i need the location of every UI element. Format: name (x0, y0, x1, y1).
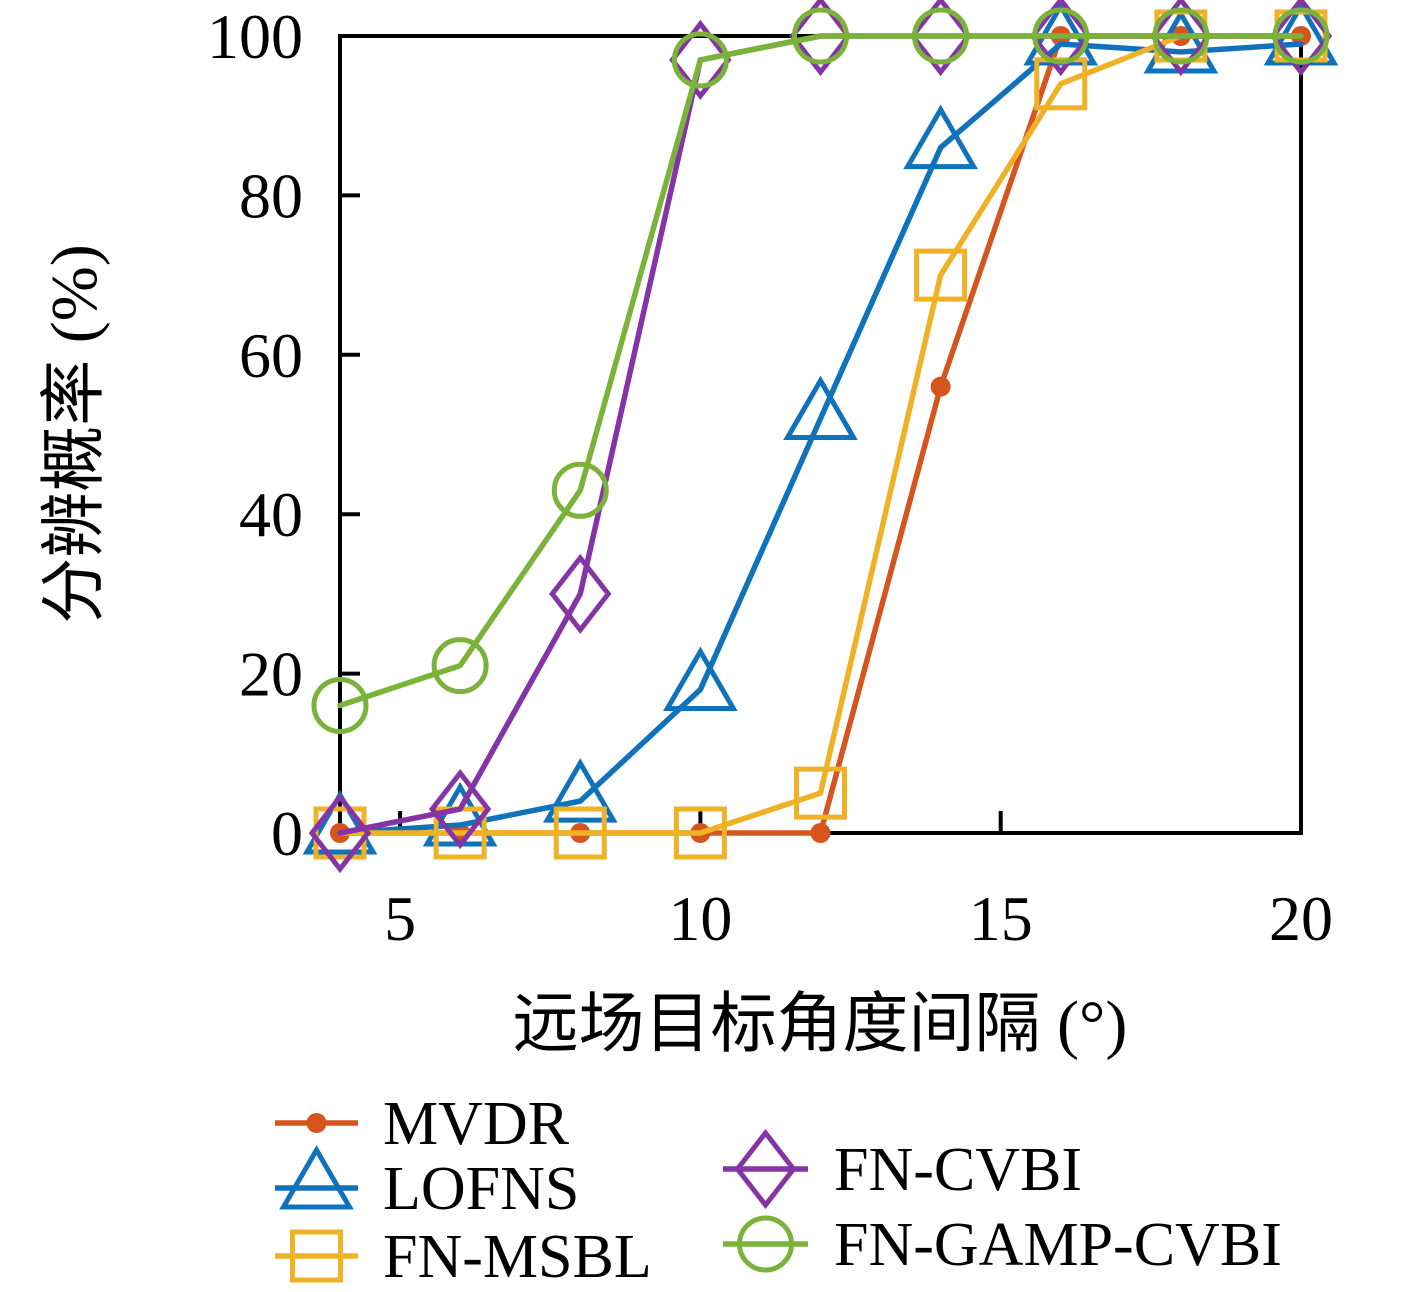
circle-marker (311, 676, 369, 734)
circle-marker (1152, 7, 1210, 65)
legend-label: LOFNS (383, 1155, 579, 1223)
diamond-marker (669, 19, 732, 100)
legend-label: MVDR (383, 1090, 570, 1158)
diamond-marker (909, 0, 972, 77)
series-line (337, 33, 1304, 709)
series-LOFNS (302, 0, 1339, 855)
legend-label: FN-MSBL (383, 1223, 652, 1291)
triangle-marker (783, 375, 858, 441)
legend-item: FN-MSBL (275, 1223, 652, 1291)
dot-marker (306, 1113, 327, 1133)
diamond-marker (734, 1128, 797, 1210)
legend-item: LOFNS (275, 1145, 579, 1223)
triangle-marker (302, 790, 378, 855)
square-marker (914, 248, 968, 302)
x-tick-label: 10 (668, 883, 732, 954)
series-MVDR (330, 26, 1311, 843)
diamond-marker (1029, 0, 1092, 77)
triangle-marker (279, 1145, 354, 1210)
legend-label: FN-CVBI (834, 1136, 1082, 1204)
square-marker (794, 766, 847, 820)
circle-marker (1272, 7, 1330, 65)
square-marker (313, 806, 367, 860)
y-tick-label: 80 (239, 160, 303, 231)
circle-marker (431, 637, 489, 695)
square-marker (553, 806, 607, 860)
circle-marker (1032, 7, 1090, 65)
series-line (337, 33, 1304, 836)
y-tick-label: 60 (239, 320, 303, 391)
triangle-marker (663, 646, 738, 712)
series-line (337, 33, 1304, 836)
triangle-marker (542, 758, 618, 823)
circle-marker (671, 31, 729, 89)
diamond-marker (308, 792, 372, 874)
circle-marker (792, 7, 849, 65)
triangle-marker (903, 104, 978, 170)
x-tick-label: 5 (384, 883, 416, 954)
dot-marker (930, 376, 951, 397)
square-marker (290, 1229, 343, 1283)
y-tick-label: 40 (239, 479, 303, 550)
series-FN-GAMP-CVBI (311, 7, 1330, 734)
y-tick-label: 20 (239, 639, 303, 710)
circle-marker (737, 1215, 794, 1273)
diamond-marker (1149, 0, 1213, 77)
diamond-marker (1269, 0, 1333, 77)
square-marker (673, 806, 727, 860)
plot-border (338, 34, 1303, 835)
series-FN-CVBI (308, 0, 1333, 874)
x-tick-label: 15 (969, 883, 1033, 954)
diamond-marker (428, 769, 492, 850)
series-FN-MSBL (313, 9, 1328, 860)
series-line (337, 33, 1304, 836)
x-tick-label: 20 (1269, 883, 1333, 954)
legend-item: MVDR (275, 1090, 570, 1158)
circle-marker (912, 7, 970, 65)
diamond-marker (789, 0, 852, 77)
y-axis-title: 分辨概率 (%) (38, 244, 111, 623)
circle-marker (551, 461, 609, 519)
legend-label: FN-GAMP-CVBI (834, 1211, 1282, 1279)
legend-item: FN-CVBI (723, 1128, 1082, 1210)
dot-marker (810, 823, 831, 843)
legend-item: FN-GAMP-CVBI (723, 1211, 1282, 1279)
y-tick-label: 0 (271, 798, 303, 869)
y-tick-label: 100 (207, 1, 303, 72)
diamond-marker (549, 553, 612, 634)
x-axis-title: 远场目标角度间隔 (°) (513, 988, 1128, 1061)
